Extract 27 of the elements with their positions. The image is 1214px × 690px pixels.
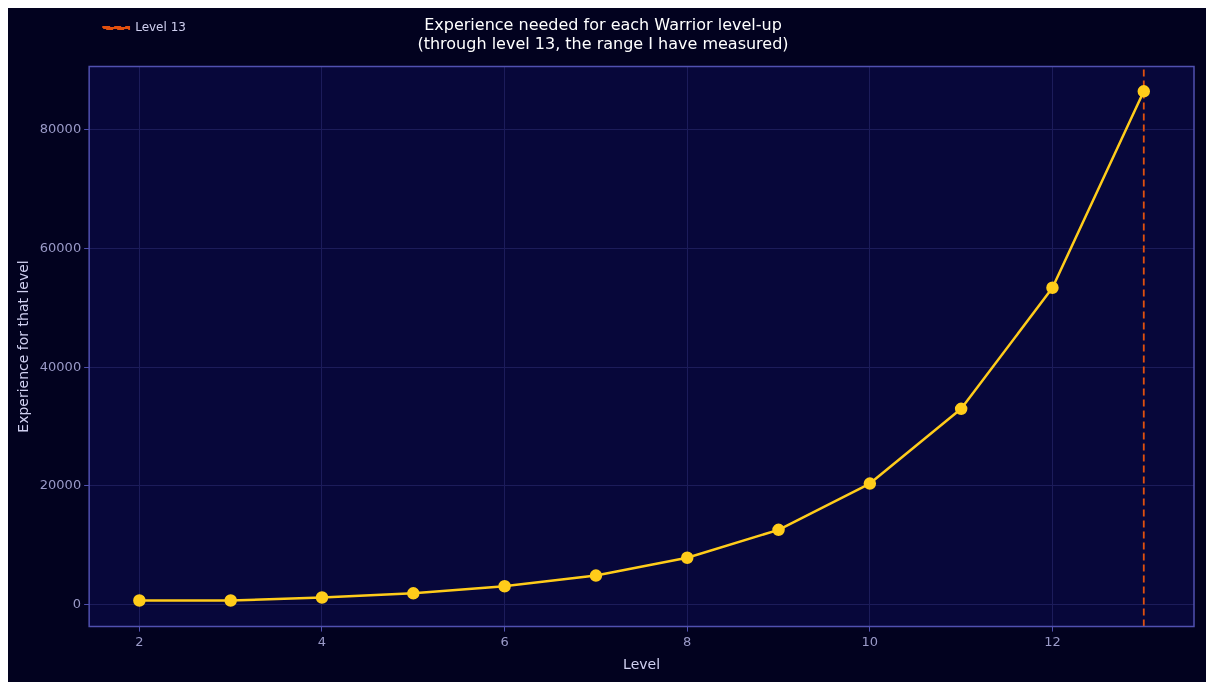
point [407,587,420,600]
point [589,569,603,582]
point [680,551,694,565]
y-axis-title: Experience for that level [15,260,32,433]
point [863,477,877,490]
x-tick-label: 6 [500,633,509,649]
x-tick-label: 10 [861,633,879,649]
chart-title: Experience needed for each Warrior level-up (through level 13, the range I have measured) [417,14,789,53]
point [772,523,785,537]
y-tick-label: 0 [72,596,82,612]
y-tick-label: 80000 [39,121,82,137]
x-axis-title: Level [623,656,661,673]
point [954,402,968,416]
point [1137,85,1151,98]
legend-label: Level 13 [135,20,186,35]
point [315,591,329,604]
y-tick-label: 40000 [39,358,82,374]
point [498,580,511,593]
point [1046,281,1059,294]
x-tick-label: 4 [317,633,327,649]
y-tick-label: 20000 [39,477,82,493]
x-tick-label: 12 [1044,633,1061,649]
y-tick-label: 60000 [39,239,82,255]
point [133,594,146,607]
x-tick-label: 2 [135,633,144,649]
point [224,594,237,607]
x-tick-label: 8 [683,633,692,649]
